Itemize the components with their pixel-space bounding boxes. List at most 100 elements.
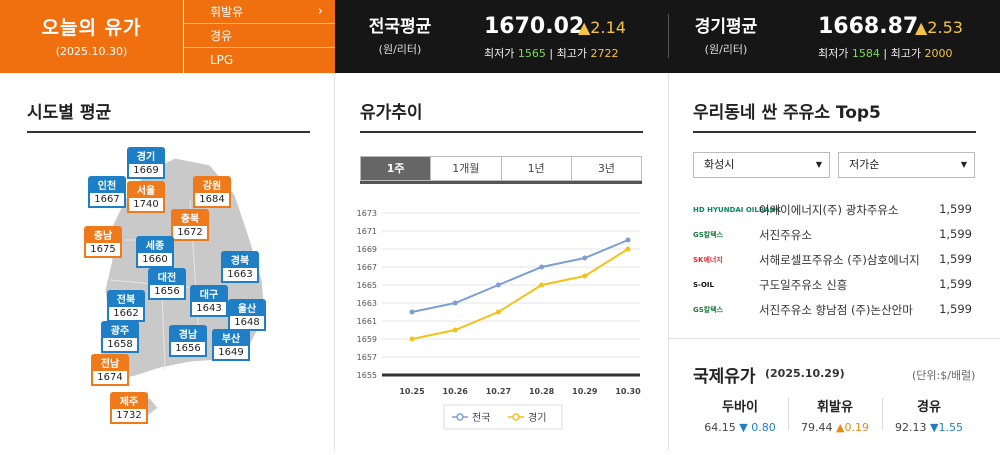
data-point bbox=[409, 336, 415, 342]
regions-title-rule bbox=[27, 131, 310, 133]
tab-diesel[interactable]: 경유 bbox=[184, 24, 335, 48]
tab-gasoline[interactable]: 휘발유 › bbox=[184, 0, 335, 24]
station-price: 1,599 bbox=[939, 277, 972, 291]
tab-3-years[interactable]: 3년 bbox=[570, 157, 641, 180]
top5-title-rule bbox=[693, 131, 976, 133]
station-row[interactable]: HD HYUNDAI OILBANK 이케이에너지(주) 광차주유소 1,599 bbox=[693, 198, 978, 223]
region-marker[interactable]: 대구 1643 bbox=[190, 285, 228, 317]
region-marker[interactable]: 대전 1656 bbox=[148, 268, 186, 300]
region-marker[interactable]: 서울 1740 bbox=[127, 181, 165, 213]
regions-title: 시도별 평균 bbox=[27, 103, 112, 123]
fuel-type-tabs: 휘발유 › 경유 LPG bbox=[183, 0, 335, 73]
region-name: 제주 bbox=[110, 392, 148, 409]
region-marker[interactable]: 부산 1649 bbox=[212, 329, 250, 361]
region-price: 1675 bbox=[84, 243, 122, 258]
region-price: 1672 bbox=[171, 226, 209, 241]
region-marker[interactable]: 인천 1667 bbox=[88, 176, 126, 208]
region-marker[interactable]: 강원 1684 bbox=[193, 176, 231, 208]
top5-title: 우리동네 싼 주유소 Top5 bbox=[693, 103, 881, 123]
oil-name: 경유 bbox=[917, 400, 941, 415]
region-price: 1740 bbox=[127, 198, 165, 213]
x-tick-label: 10.30 bbox=[615, 387, 641, 396]
station-row[interactable]: SK에너지 서해로셀프주유소 (주)삼호에너지 1,599 bbox=[693, 248, 978, 273]
x-tick-label: 10.28 bbox=[529, 387, 555, 396]
region-marker[interactable]: 충북 1672 bbox=[171, 209, 209, 241]
gyeonggi-average: 경기평균 (원/리터) 1668.87 ▲2.53 최저가 1584 | 최고가… bbox=[686, 0, 996, 73]
oil-change: ▼1.55 bbox=[930, 421, 963, 434]
national-min-price: 1565 bbox=[517, 47, 546, 60]
national-max-label: 최고가 bbox=[556, 47, 587, 60]
station-price: 1,599 bbox=[939, 202, 972, 216]
tab-lpg[interactable]: LPG bbox=[184, 48, 335, 72]
data-point bbox=[495, 309, 501, 315]
legend-label: 전국 bbox=[472, 412, 490, 424]
oil-change: ▲0.19 bbox=[836, 421, 869, 434]
station-list: HD HYUNDAI OILBANK 이케이에너지(주) 광차주유소 1,599 GS… bbox=[693, 198, 978, 323]
national-average-price: 1670.02 bbox=[484, 14, 585, 39]
region-price: 1660 bbox=[136, 253, 174, 268]
plot-area bbox=[382, 213, 640, 375]
station-row[interactable]: S-OIL 구도일주유소 신흥 1,599 bbox=[693, 273, 978, 298]
region-marker[interactable]: 충남 1675 bbox=[84, 226, 122, 258]
intl-date: (2025.10.29) bbox=[765, 367, 845, 380]
oil-value: 79.44 bbox=[801, 421, 833, 434]
tab-1-month[interactable]: 1개월 bbox=[430, 157, 501, 180]
national-max-price: 2722 bbox=[590, 47, 619, 60]
column-divider bbox=[334, 73, 335, 451]
y-tick-label: 1657 bbox=[357, 353, 377, 362]
region-marker[interactable]: 전남 1674 bbox=[91, 354, 129, 386]
intl-title: 국제유가 bbox=[693, 367, 756, 387]
region-marker[interactable]: 울산 1648 bbox=[228, 299, 266, 331]
trend-title: 유가추이 bbox=[360, 103, 423, 123]
dropdown-arrow-icon: ▼ bbox=[815, 160, 822, 169]
station-name: 서진주유소 향남점 (주)논산안마 bbox=[759, 303, 913, 317]
city-select[interactable]: 화성시 ▼ bbox=[693, 152, 830, 178]
region-marker[interactable]: 경북 1663 bbox=[221, 251, 259, 283]
region-price: 1662 bbox=[107, 307, 145, 322]
range-separator: | bbox=[883, 47, 888, 60]
gyeonggi-min-label: 최저가 bbox=[818, 47, 849, 60]
region-name: 대전 bbox=[148, 268, 186, 285]
station-brand-logo: HD HYUNDAI OILBANK bbox=[693, 206, 781, 214]
national-min-label: 최저가 bbox=[484, 47, 515, 60]
data-point bbox=[582, 255, 588, 261]
y-tick-label: 1663 bbox=[357, 299, 377, 308]
region-marker[interactable]: 제주 1732 bbox=[110, 392, 148, 424]
region-price: 1656 bbox=[169, 342, 207, 357]
region-marker[interactable]: 광주 1658 bbox=[101, 321, 139, 353]
region-price: 1669 bbox=[127, 164, 165, 179]
region-name: 부산 bbox=[212, 329, 250, 346]
region-name: 경북 bbox=[221, 251, 259, 268]
station-brand-logo: GS칼텍스 bbox=[693, 306, 724, 314]
national-average-label: 전국평균 bbox=[368, 17, 432, 37]
chevron-right-icon: › bbox=[317, 4, 323, 19]
x-tick-label: 10.25 bbox=[399, 387, 425, 396]
region-marker[interactable]: 경기 1669 bbox=[127, 147, 165, 179]
intl-unit: (단위:$/배럴) bbox=[912, 369, 976, 382]
y-tick-label: 1665 bbox=[357, 281, 377, 290]
region-price: 1674 bbox=[91, 371, 129, 386]
legend-swatch-marker bbox=[456, 413, 464, 421]
legend-swatch-marker bbox=[512, 413, 520, 421]
region-price: 1684 bbox=[193, 193, 231, 208]
region-marker[interactable]: 경남 1656 bbox=[169, 325, 207, 357]
intl-separator bbox=[788, 398, 789, 430]
region-name: 강원 bbox=[193, 176, 231, 193]
region-marker[interactable]: 세종 1660 bbox=[136, 236, 174, 268]
region-name: 충북 bbox=[171, 209, 209, 226]
x-tick-label: 10.29 bbox=[572, 387, 598, 396]
data-point bbox=[452, 300, 458, 306]
legend-label: 경기 bbox=[528, 411, 546, 424]
sort-select[interactable]: 저가순 ▼ bbox=[838, 152, 975, 178]
region-marker[interactable]: 전북 1662 bbox=[107, 290, 145, 322]
tab-1-year[interactable]: 1년 bbox=[500, 157, 571, 180]
oil-name: 휘발유 bbox=[817, 400, 853, 415]
gyeonggi-average-change: ▲2.53 bbox=[915, 18, 963, 37]
tab-1-week[interactable]: 1주 bbox=[361, 157, 431, 180]
national-average-unit: (원/리터) bbox=[378, 43, 422, 56]
station-row[interactable]: GS칼텍스 서진주유소 향남점 (주)논산안마 1,599 bbox=[693, 298, 978, 323]
data-point bbox=[409, 309, 415, 315]
station-row[interactable]: GS칼텍스 서진주유소 1,599 bbox=[693, 223, 978, 248]
column-divider bbox=[668, 73, 669, 451]
data-point bbox=[539, 282, 545, 288]
